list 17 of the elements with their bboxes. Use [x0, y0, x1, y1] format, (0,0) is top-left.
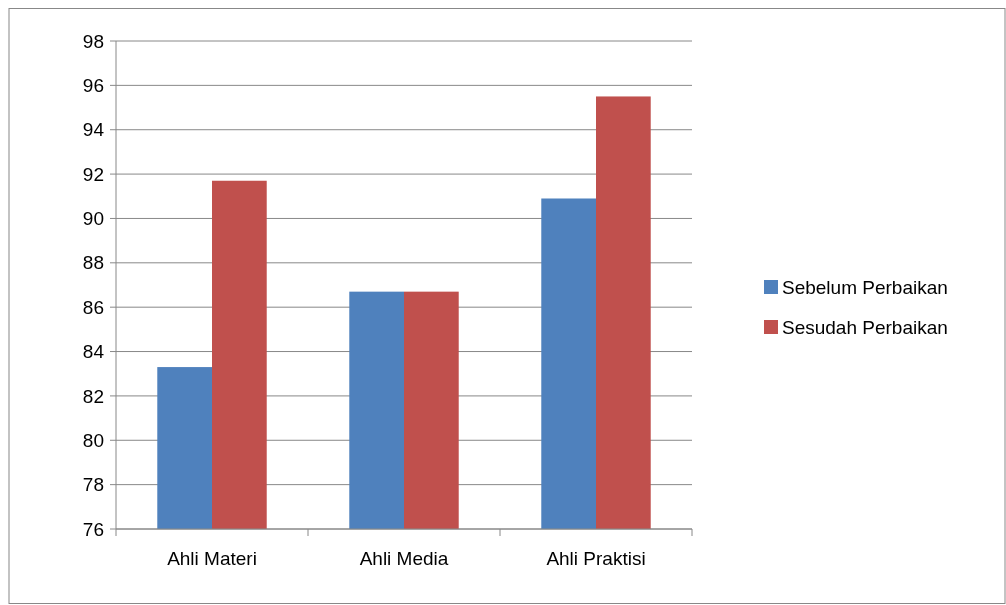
y-tick-label: 82 [82, 385, 104, 407]
y-tick-label: 84 [82, 341, 105, 363]
y-tick-label: 90 [82, 208, 104, 230]
y-tick-label: 94 [82, 119, 105, 141]
y-tick-label: 76 [82, 518, 104, 540]
x-tick-label: Ahli Media [359, 548, 449, 569]
x-tick-label: Ahli Praktisi [546, 548, 646, 569]
y-tick-label: 80 [82, 429, 104, 451]
y-tick-label: 92 [82, 163, 104, 185]
y-tick-label: 98 [82, 30, 104, 52]
legend-label: Sesudah Perbaikan [782, 316, 948, 338]
y-tick-label: 78 [82, 474, 104, 496]
y-tick-label: 86 [82, 296, 104, 318]
legend-label: Sebelum Perbaikan [782, 276, 948, 298]
y-tick-label: 88 [82, 252, 104, 274]
y-tick-label: 96 [82, 75, 104, 97]
x-tick-label: Ahli Materi [167, 548, 257, 569]
